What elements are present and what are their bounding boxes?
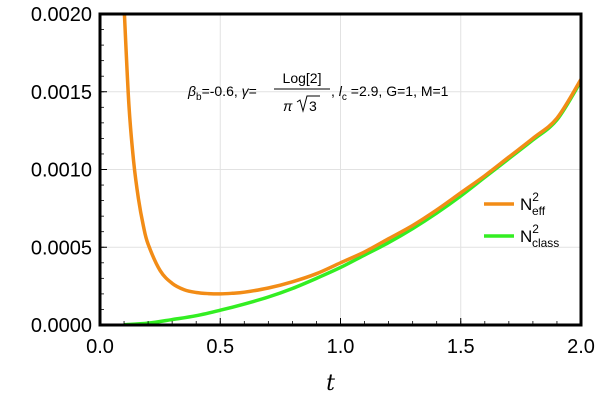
y-tick-label: 0.0010	[31, 160, 92, 182]
fraction-denominator-radicand: 3	[309, 98, 317, 114]
legend-item-class: N2 class	[484, 222, 559, 250]
legend-label-eff: N	[520, 195, 532, 214]
beta-value: =-0.6,	[202, 83, 242, 99]
x-tick-label: 0.0	[86, 336, 114, 358]
y-tick-label: 0.0015	[31, 82, 92, 104]
series-layer	[122, 14, 581, 325]
gamma-symbol: γ	[242, 83, 250, 99]
svg-text:βb=-0.6, γ=: βb=-0.6, γ=	[187, 83, 257, 103]
lc-subscript: c	[342, 92, 347, 103]
legend: N2 eff N2 class	[484, 190, 559, 250]
legend-sub-class: class	[532, 236, 559, 250]
gamma-equals: =	[249, 83, 257, 99]
x-tick-label: 2.0	[567, 336, 595, 358]
lc-symbol: l	[339, 83, 343, 99]
grid	[99, 13, 582, 326]
legend-sup-eff: 2	[532, 190, 539, 204]
x-tick-label: 1.5	[447, 336, 475, 358]
sqrt-symbol	[296, 95, 320, 113]
fraction-denominator-pi: π	[283, 98, 293, 114]
beta-subscript: b	[196, 92, 202, 103]
beta-symbol: β	[187, 83, 196, 99]
legend-item-eff: N2 eff	[484, 190, 546, 218]
y-tick-label: 0.0005	[31, 237, 92, 259]
ticks: 0.0 0.5 1.0 1.5 2.0 0.0000 0.0005 0.0010 0.0015 0…	[31, 4, 595, 358]
series-line-eff	[122, 14, 581, 296]
x-tick-label: 0.5	[206, 336, 234, 358]
fraction-numerator: Log[2]	[283, 70, 322, 86]
y-tick-label: 0.0020	[31, 4, 92, 26]
lc-separator: ,	[331, 83, 339, 99]
x-tick-label: 1.0	[327, 336, 355, 358]
legend-label-class: N	[520, 227, 532, 246]
x-axis-title: t	[326, 371, 335, 396]
legend-sup-class: 2	[532, 222, 539, 236]
chart-annotation: βb=-0.6, γ= Log[2] π 3 , lc =2.9, G=1, M…	[187, 70, 449, 114]
svg-text:, lc =2.9, G=1, M=1: , lc =2.9, G=1, M=1	[331, 83, 449, 103]
legend-sub-eff: eff	[532, 204, 546, 218]
annotation-rest: =2.9, G=1, M=1	[347, 83, 449, 99]
y-tick-label: 0.0000	[31, 315, 92, 337]
